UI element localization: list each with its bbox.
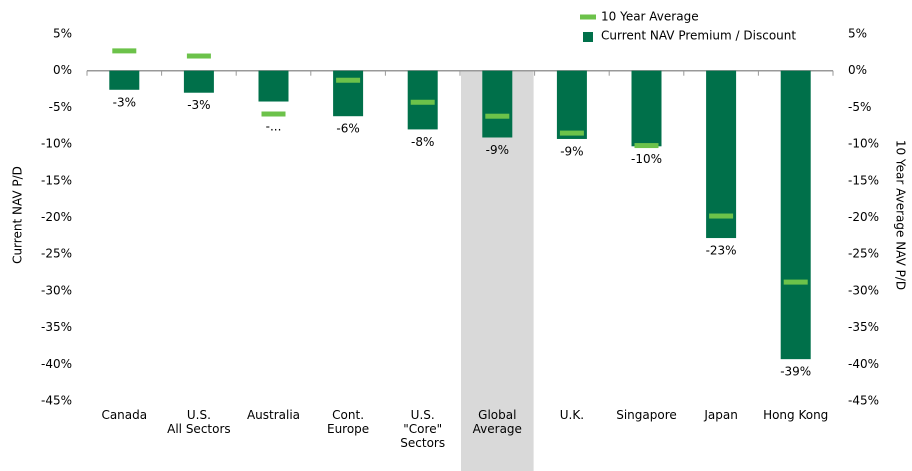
y2-tick-label: -45% — [848, 394, 879, 408]
y2-tick-label: -20% — [848, 210, 879, 224]
y-tick-label: -30% — [41, 283, 72, 297]
x-tick-line: Australia — [247, 408, 300, 422]
avg-marker — [709, 213, 734, 219]
y-tick-label: -20% — [41, 210, 72, 224]
y2-tick-label: -35% — [848, 320, 879, 334]
y2-tick-label: -15% — [848, 173, 879, 187]
y-tick-label: -45% — [41, 394, 72, 408]
avg-marker — [410, 99, 435, 105]
y2-tick-label: -5% — [848, 100, 871, 114]
value-label: -3% — [187, 98, 210, 112]
bar — [780, 70, 811, 360]
y-tick-label: 0% — [53, 63, 72, 77]
x-tick-label: Australia — [247, 408, 300, 422]
value-label: -8% — [411, 135, 434, 149]
avg-marker — [485, 113, 510, 119]
bar — [556, 70, 587, 139]
bar — [706, 70, 737, 239]
x-tick-label: U.S. "Core" Sectors — [400, 408, 445, 450]
value-label: -... — [266, 120, 282, 134]
y2-axis-title: 10 Year Average NAV P/D — [894, 140, 908, 290]
x-tick-label: Japan — [703, 408, 737, 422]
x-tick-label: U.S. All Sectors — [167, 408, 231, 436]
bar — [183, 70, 214, 93]
y2-tick-label: -40% — [848, 357, 879, 371]
x-tick-label: U.K. — [560, 408, 584, 422]
x-tick-label: Canada — [101, 408, 147, 422]
y2-tick-label: -10% — [848, 137, 879, 151]
y-tick-label: -5% — [49, 100, 72, 114]
x-tick-line: All Sectors — [167, 422, 231, 436]
legend-swatch — [583, 32, 593, 42]
x-tick-label: Global Average — [473, 408, 522, 436]
x-tick-line: U.S. — [187, 408, 211, 422]
value-label: -6% — [336, 122, 359, 136]
avg-marker — [112, 48, 137, 54]
value-label: -39% — [780, 365, 811, 379]
legend-swatch — [580, 14, 596, 20]
value-label: -9% — [486, 143, 509, 157]
avg-marker — [336, 77, 361, 83]
avg-marker — [634, 143, 659, 149]
y-tick-label: 5% — [53, 27, 72, 41]
bar — [482, 70, 513, 138]
avg-marker — [783, 279, 808, 285]
legend-label: 10 Year Average — [601, 10, 699, 24]
y2-tick-label: -30% — [848, 283, 879, 297]
value-label: -9% — [560, 144, 583, 158]
x-tick-line: Japan — [703, 408, 737, 422]
bar — [258, 70, 289, 102]
bar — [333, 70, 364, 117]
y-tick-label: -40% — [41, 357, 72, 371]
value-label: -23% — [706, 244, 737, 258]
x-tick-line: Average — [473, 422, 522, 436]
y2-tick-label: -25% — [848, 247, 879, 261]
y-axis-title: Current NAV P/D — [11, 166, 25, 264]
bar — [631, 70, 662, 147]
y-tick-label: -35% — [41, 320, 72, 334]
x-tick-line: U.S. — [411, 408, 435, 422]
legend-label: Current NAV Premium / Discount — [601, 29, 796, 43]
x-tick-line: Global — [478, 408, 516, 422]
avg-marker — [261, 111, 286, 117]
y2-tick-label: 0% — [848, 63, 867, 77]
x-tick-line: Sectors — [400, 436, 445, 450]
x-tick-label: Hong Kong — [763, 408, 828, 422]
x-tick-label: Singapore — [616, 408, 677, 422]
x-tick-line: Hong Kong — [763, 408, 828, 422]
y-tick-label: -15% — [41, 173, 72, 187]
y2-tick-label: 5% — [848, 27, 867, 41]
value-label: -10% — [631, 152, 662, 166]
bar — [109, 70, 140, 90]
avg-marker — [186, 53, 211, 59]
x-tick-line: Singapore — [616, 408, 677, 422]
x-tick-line: U.K. — [560, 408, 584, 422]
x-tick-line: Canada — [101, 408, 147, 422]
avg-marker — [559, 130, 584, 136]
x-tick-line: Cont. — [332, 408, 364, 422]
x-tick-line: "Core" — [403, 422, 442, 436]
value-label: -3% — [113, 95, 136, 109]
x-tick-label: Cont. Europe — [327, 408, 369, 436]
x-tick-line: Europe — [327, 422, 369, 436]
y-tick-label: -10% — [41, 137, 72, 151]
y-tick-label: -25% — [41, 247, 72, 261]
